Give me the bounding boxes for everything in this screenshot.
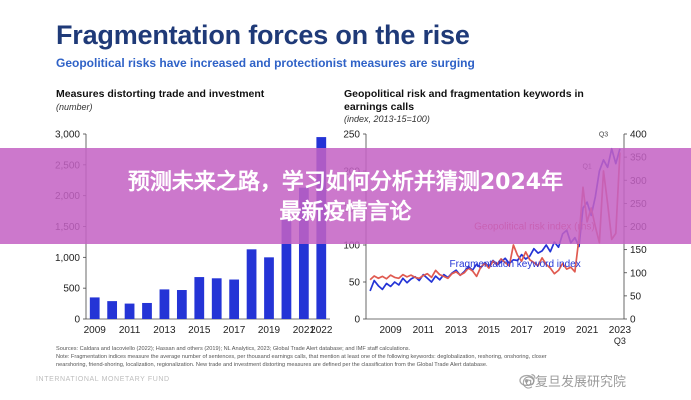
bar-2016 [211, 278, 222, 319]
banner-line-2: 最新疫情言论 [279, 200, 412, 225]
line-left-tick-label: 50 [349, 278, 361, 289]
fragmentation-series-label: Fragmentation keyword index [450, 259, 581, 270]
bar-y-tick-label: 0 [74, 315, 80, 326]
line-right-tick-label: 150 [630, 245, 647, 256]
bar-2012 [142, 302, 152, 319]
line-right-tick-label: 0 [630, 315, 636, 326]
bar-chart-title: Measures distorting trade and investment [56, 88, 265, 100]
bar-2013 [159, 289, 170, 319]
overlay-banner-text: 预测未来之路，学习如何分析并猜测2024年 最新疫情言论 [0, 168, 691, 228]
banner-line-1: 预测未来之路，学习如何分析并猜测2024年 [127, 170, 564, 195]
watermark: @复旦发展研究院 [522, 375, 627, 390]
line-x-tick-label: 2013 [445, 325, 468, 336]
bar-x-tick-label: 2022 [310, 325, 333, 336]
line-right-tick-label: 400 [630, 130, 647, 141]
line-x-tick-label: 2021 [576, 325, 599, 336]
note-line-2: nearshoring, friend-shoring, localizatio… [56, 362, 488, 368]
line-left-tick-label: 0 [354, 315, 360, 326]
line-left-tick-label: 250 [343, 130, 360, 141]
overlay-banner [0, 148, 691, 244]
bar-x-tick-label: 2019 [258, 325, 281, 336]
bar-chart-unit: (number) [56, 102, 93, 112]
bar-2018 [246, 249, 257, 319]
bar-x-tick-label: 2011 [119, 325, 141, 336]
bar-2021 [298, 187, 309, 319]
figure-title: Fragmentation forces on the rise [56, 20, 470, 50]
annotation-q3: Q3 [599, 131, 608, 138]
bar-y-tick-label: 500 [63, 284, 80, 295]
bar-x-tick-label: 2017 [223, 325, 246, 336]
org-logo-text: INTERNATIONAL MONETARY FUND [36, 376, 170, 383]
bar-2011 [124, 303, 135, 319]
line-chart-title: Geopolitical risk and fragmentation keyw… [344, 88, 584, 113]
bar-y-tick-label: 3,000 [55, 130, 80, 141]
bar-2020 [281, 217, 292, 319]
line-x-tick-label: 2017 [510, 325, 533, 336]
bar-2015 [194, 277, 205, 319]
line-x-tick-label: 2019 [543, 325, 566, 336]
line-x-tick-label: 2015 [478, 325, 501, 336]
figure-subtitle: Geopolitical risks have increased and pr… [56, 56, 475, 70]
line-right-tick-label: 50 [630, 291, 642, 302]
line-left-tick-label: 100 [343, 241, 360, 252]
sources-note: Sources: Caldara and Iacoviello (2022); … [56, 346, 411, 352]
bar-2019 [264, 257, 274, 319]
bar-x-tick-label: 2015 [188, 325, 211, 336]
bar-2009 [89, 297, 100, 319]
bar-x-tick-label: 2009 [84, 325, 107, 336]
bar-x-tick-label: 2013 [153, 325, 176, 336]
line-x-tick-label: 2023 [609, 325, 632, 336]
line-x-tick-label: 2009 [379, 325, 402, 336]
weibo-logo-icon [519, 373, 536, 386]
line-chart-unit: (index, 2013-15=100) [344, 114, 430, 124]
line-x-tick-label: 2011 [413, 325, 435, 336]
line-x-tick-sublabel: Q3 [614, 336, 626, 346]
note-line-1: Note: Fragmentation indices measure the … [56, 354, 547, 360]
bar-x-tick-label: 2021 [293, 325, 316, 336]
bar-y-tick-label: 1,000 [55, 253, 80, 264]
bar-2010 [107, 301, 118, 319]
bar-2017 [229, 279, 240, 319]
bar-2014 [176, 290, 187, 319]
line-right-tick-label: 100 [630, 268, 647, 279]
